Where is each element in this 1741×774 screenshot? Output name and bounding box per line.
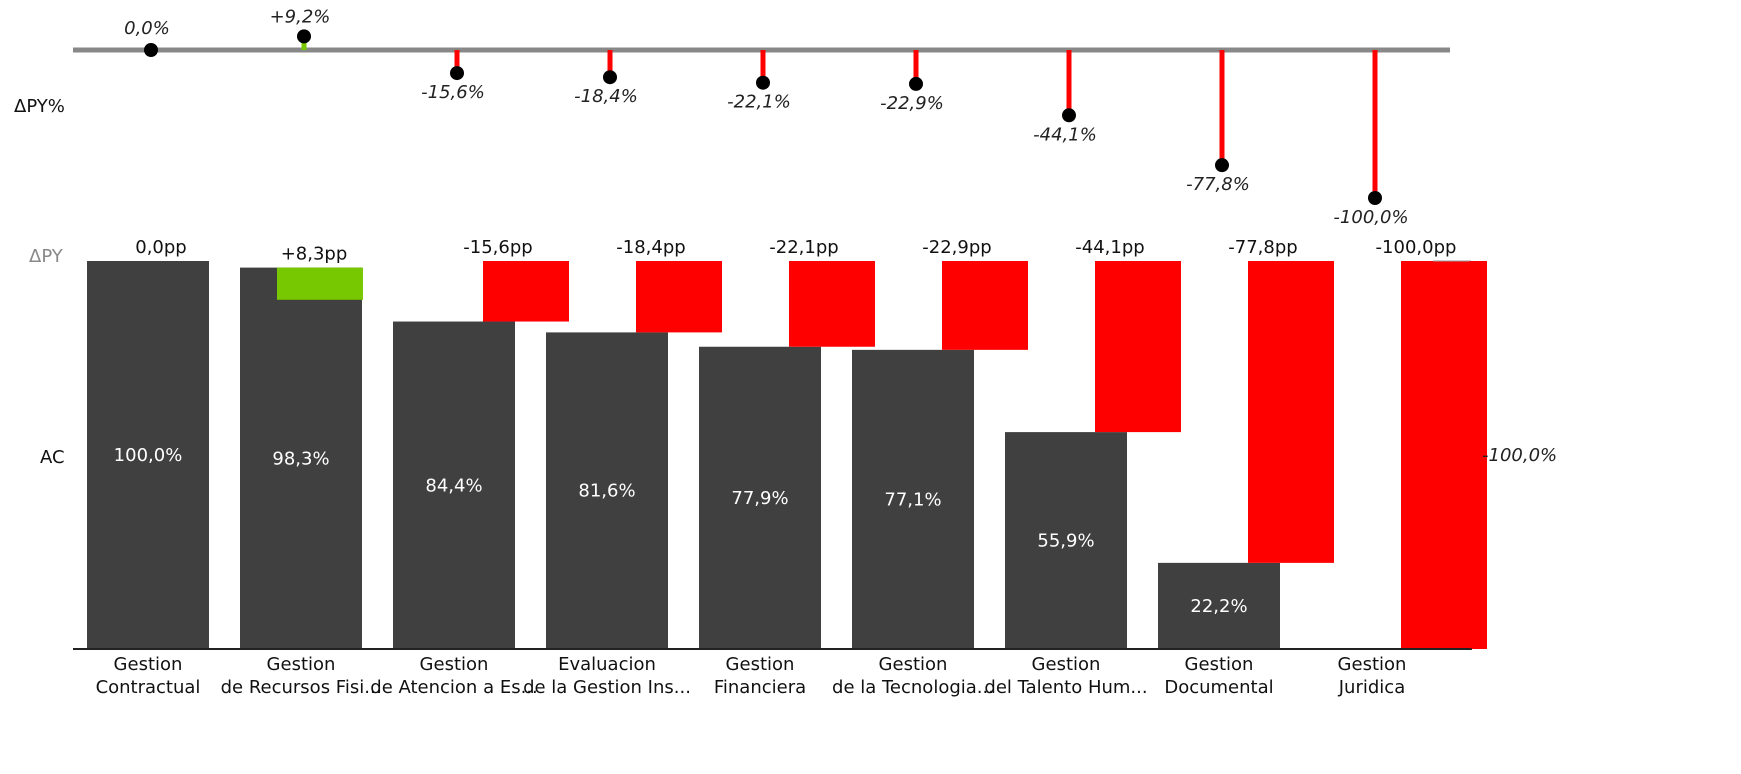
delta-pp-label: +8,3pp (281, 244, 348, 265)
pct-label: -15,6% (421, 82, 485, 103)
pct-marker (1215, 158, 1229, 173)
ac-value-label: 77,1% (884, 489, 941, 510)
category-label: Gestion (1338, 654, 1407, 675)
row-label-delta-py: ΔPY (29, 246, 64, 267)
pct-label: -22,9% (880, 93, 944, 114)
pct-label: +9,2% (270, 6, 331, 27)
pct-label: -44,1% (1033, 124, 1097, 145)
ac-bar (699, 346, 821, 649)
delta-pp-label: -22,9pp (922, 237, 991, 258)
category-label: Financiera (714, 677, 806, 698)
category-label: de Recursos Fisi... (221, 677, 382, 698)
delta-pp-label: -77,8pp (1228, 237, 1297, 258)
ac-value-label: 22,2% (1190, 596, 1247, 617)
category-label: Documental (1164, 677, 1273, 698)
pct-marker (1062, 108, 1076, 123)
delta-bar-negative (1248, 261, 1334, 563)
ac-bar (393, 321, 515, 649)
delta-bar-negative (636, 261, 722, 333)
pct-marker (144, 43, 158, 57)
ac-bar (852, 349, 974, 649)
category-label: Gestion (1032, 654, 1101, 675)
category-label: de la Gestion Ins... (523, 677, 691, 698)
ac-bar (1158, 562, 1280, 649)
category-label: del Talento Hum... (984, 677, 1147, 698)
delta-pp-label: -44,1pp (1075, 237, 1144, 258)
pct-marker (603, 70, 617, 85)
delta-pp-label: -15,6pp (463, 237, 532, 258)
pct-marker (756, 75, 770, 90)
ac-bar (546, 332, 668, 649)
ac-value-label: 84,4% (425, 475, 482, 496)
pct-label: -100,0% (1333, 207, 1408, 228)
row-label-ac: AC (40, 447, 65, 468)
delta-bar-negative (1401, 261, 1487, 649)
category-label: Juridica (1338, 677, 1405, 698)
delta-bar-negative (483, 261, 569, 322)
delta-bar-positive (277, 267, 363, 300)
delta-pp-label: -100,0pp (1376, 237, 1457, 258)
pct-label: 0,0% (124, 18, 170, 39)
ac-value-label: 100,0% (114, 445, 183, 466)
total-variance-label: -100,0% (1482, 445, 1557, 466)
pct-marker (1368, 191, 1382, 205)
pct-marker (450, 66, 464, 81)
category-label: Gestion (114, 654, 183, 675)
ac-value-label: 98,3% (272, 448, 329, 469)
delta-bar-negative (789, 261, 875, 347)
delta-pp-label: 0,0pp (135, 237, 186, 258)
category-label: Contractual (96, 677, 201, 698)
category-label: Gestion (267, 654, 336, 675)
ac-value-label: 81,6% (578, 481, 635, 502)
row-label-delta-py-pct: ΔPY% (14, 96, 65, 117)
pct-label: -77,8% (1186, 174, 1250, 195)
ac-value-label: 55,9% (1037, 531, 1094, 552)
category-label: Gestion (879, 654, 948, 675)
total-arrow-head (1464, 635, 1478, 649)
delta-pp-label: -22,1pp (769, 237, 838, 258)
category-label: Gestion (420, 654, 489, 675)
ac-value-label: 77,9% (731, 488, 788, 509)
delta-bar-negative (1095, 261, 1181, 433)
delta-pp-label: -18,4pp (616, 237, 685, 258)
pct-marker (909, 76, 923, 91)
delta-bar-negative (942, 261, 1028, 350)
ac-bar (1005, 432, 1127, 649)
category-label: Gestion (726, 654, 795, 675)
pct-label: -22,1% (727, 92, 791, 113)
category-label: Evaluacion (558, 654, 656, 675)
pct-marker (297, 29, 311, 44)
category-label: de la Tecnologia... (832, 677, 994, 698)
pct-label: -18,4% (574, 86, 638, 107)
ac-bar (87, 261, 209, 649)
category-label: Gestion (1185, 654, 1254, 675)
ac-bar (240, 267, 362, 649)
category-label: de Atencion a Es... (370, 677, 537, 698)
